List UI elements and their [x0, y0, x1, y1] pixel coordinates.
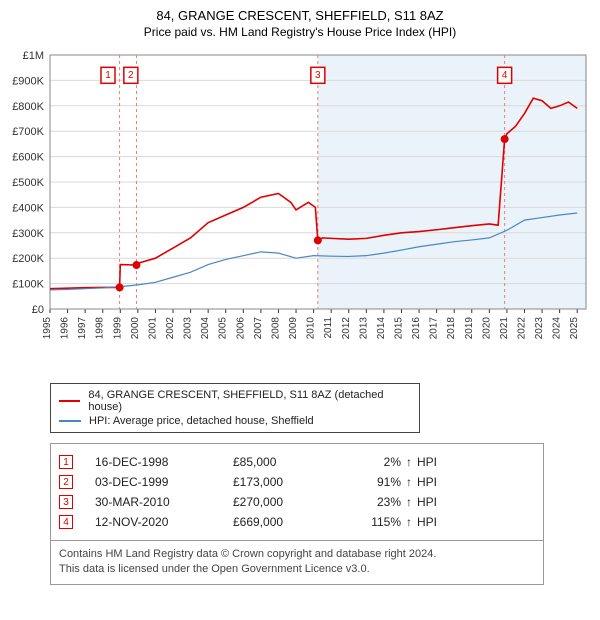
svg-text:£500K: £500K — [12, 177, 44, 189]
svg-text:2002: 2002 — [165, 317, 176, 340]
entry-price: £669,000 — [233, 515, 341, 529]
svg-text:4: 4 — [502, 70, 508, 81]
price-chart: £0 £100K £200K £300K £400K £500K £600K £700K £80… — [8, 47, 592, 377]
footer-line-2: This data is licensed under the Open Gov… — [59, 562, 535, 577]
legend-row: HPI: Average price, detached house, Shef… — [59, 414, 411, 428]
svg-text:2015: 2015 — [393, 317, 404, 340]
svg-text:£1M: £1M — [23, 50, 44, 62]
entry-pct: 91% — [341, 475, 401, 489]
svg-text:2007: 2007 — [253, 317, 264, 340]
legend-label: 84, GRANGE CRESCENT, SHEFFIELD, S11 8AZ … — [88, 389, 411, 413]
footer-line-1: Contains HM Land Registry data © Crown c… — [59, 547, 535, 562]
sales-table: 116-DEC-1998£85,0002%↑HPI203-DEC-1999£17… — [50, 443, 544, 541]
entry-arrow: ↑ — [401, 495, 417, 509]
entry-label: HPI — [417, 455, 535, 469]
sale-entry-row: 3 30-MAR-2010£270,00023%↑HPI — [59, 492, 535, 512]
chart-title-sub: Price paid vs. HM Land Registry's House … — [8, 25, 592, 39]
svg-text:2017: 2017 — [429, 317, 440, 340]
entry-pct: 23% — [341, 495, 401, 509]
svg-text:2021: 2021 — [499, 317, 510, 340]
sale-entry-row: 1 16-DEC-1998£85,0002%↑HPI — [59, 452, 535, 472]
entry-marker: 3 — [59, 495, 73, 509]
entry-date: 30-MAR-2010 — [95, 495, 233, 509]
svg-text:2006: 2006 — [235, 317, 246, 340]
entry-label: HPI — [417, 475, 535, 489]
svg-text:2013: 2013 — [358, 317, 369, 340]
svg-text:£900K: £900K — [12, 75, 44, 87]
svg-text:2004: 2004 — [200, 317, 211, 340]
entry-price: £173,000 — [233, 475, 341, 489]
entry-label: HPI — [417, 495, 535, 509]
svg-text:£400K: £400K — [12, 202, 44, 214]
entry-marker: 2 — [59, 475, 73, 489]
svg-text:2001: 2001 — [147, 317, 158, 340]
legend: 84, GRANGE CRESCENT, SHEFFIELD, S11 8AZ … — [50, 383, 420, 433]
entry-date: 03-DEC-1999 — [95, 475, 233, 489]
svg-text:1996: 1996 — [60, 317, 71, 340]
sale-entry-row: 2 03-DEC-1999£173,00091%↑HPI — [59, 472, 535, 492]
entry-date: 12-NOV-2020 — [95, 515, 233, 529]
svg-text:3: 3 — [315, 70, 321, 81]
entry-arrow: ↑ — [401, 515, 417, 529]
svg-text:2009: 2009 — [288, 317, 299, 340]
svg-text:1997: 1997 — [77, 317, 88, 340]
entry-marker: 4 — [59, 515, 73, 529]
legend-row: 84, GRANGE CRESCENT, SHEFFIELD, S11 8AZ … — [59, 388, 411, 414]
svg-text:2023: 2023 — [534, 317, 545, 340]
svg-text:2025: 2025 — [569, 317, 580, 340]
entry-pct: 2% — [341, 455, 401, 469]
svg-text:£100K: £100K — [12, 279, 44, 291]
svg-text:1995: 1995 — [42, 317, 53, 340]
svg-text:2016: 2016 — [411, 317, 422, 340]
sale-entry-row: 4 12-NOV-2020£669,000115%↑HPI — [59, 512, 535, 532]
svg-text:2: 2 — [128, 70, 134, 81]
svg-text:2024: 2024 — [552, 317, 563, 340]
entry-price: £85,000 — [233, 455, 341, 469]
svg-text:1999: 1999 — [112, 317, 123, 340]
svg-text:2005: 2005 — [218, 317, 229, 340]
entry-marker: 1 — [59, 455, 73, 469]
svg-text:2012: 2012 — [341, 317, 352, 340]
legend-label: HPI: Average price, detached house, Shef… — [89, 415, 314, 427]
entry-price: £270,000 — [233, 495, 341, 509]
svg-text:£600K: £600K — [12, 152, 44, 164]
legend-swatch — [59, 400, 80, 402]
svg-text:2022: 2022 — [516, 317, 527, 340]
svg-text:2010: 2010 — [306, 317, 317, 340]
legend-swatch — [59, 420, 81, 422]
svg-text:2014: 2014 — [376, 317, 387, 340]
svg-text:2000: 2000 — [130, 317, 141, 340]
entry-arrow: ↑ — [401, 475, 417, 489]
attribution-footer: Contains HM Land Registry data © Crown c… — [50, 541, 544, 585]
svg-text:2020: 2020 — [481, 317, 492, 340]
svg-text:1: 1 — [105, 70, 111, 81]
entry-arrow: ↑ — [401, 455, 417, 469]
svg-text:£200K: £200K — [12, 253, 44, 265]
chart-title-main: 84, GRANGE CRESCENT, SHEFFIELD, S11 8AZ — [8, 8, 592, 23]
entry-date: 16-DEC-1998 — [95, 455, 233, 469]
svg-text:2003: 2003 — [183, 317, 194, 340]
svg-text:£300K: £300K — [12, 228, 44, 240]
svg-text:1998: 1998 — [95, 317, 106, 340]
svg-text:£700K: £700K — [12, 126, 44, 138]
svg-text:£800K: £800K — [12, 101, 44, 113]
svg-text:2018: 2018 — [446, 317, 457, 340]
svg-text:2011: 2011 — [323, 317, 334, 339]
svg-text:2019: 2019 — [464, 317, 475, 340]
entry-label: HPI — [417, 515, 535, 529]
svg-text:£0: £0 — [32, 304, 44, 316]
entry-pct: 115% — [341, 515, 401, 529]
svg-text:2008: 2008 — [270, 317, 281, 340]
